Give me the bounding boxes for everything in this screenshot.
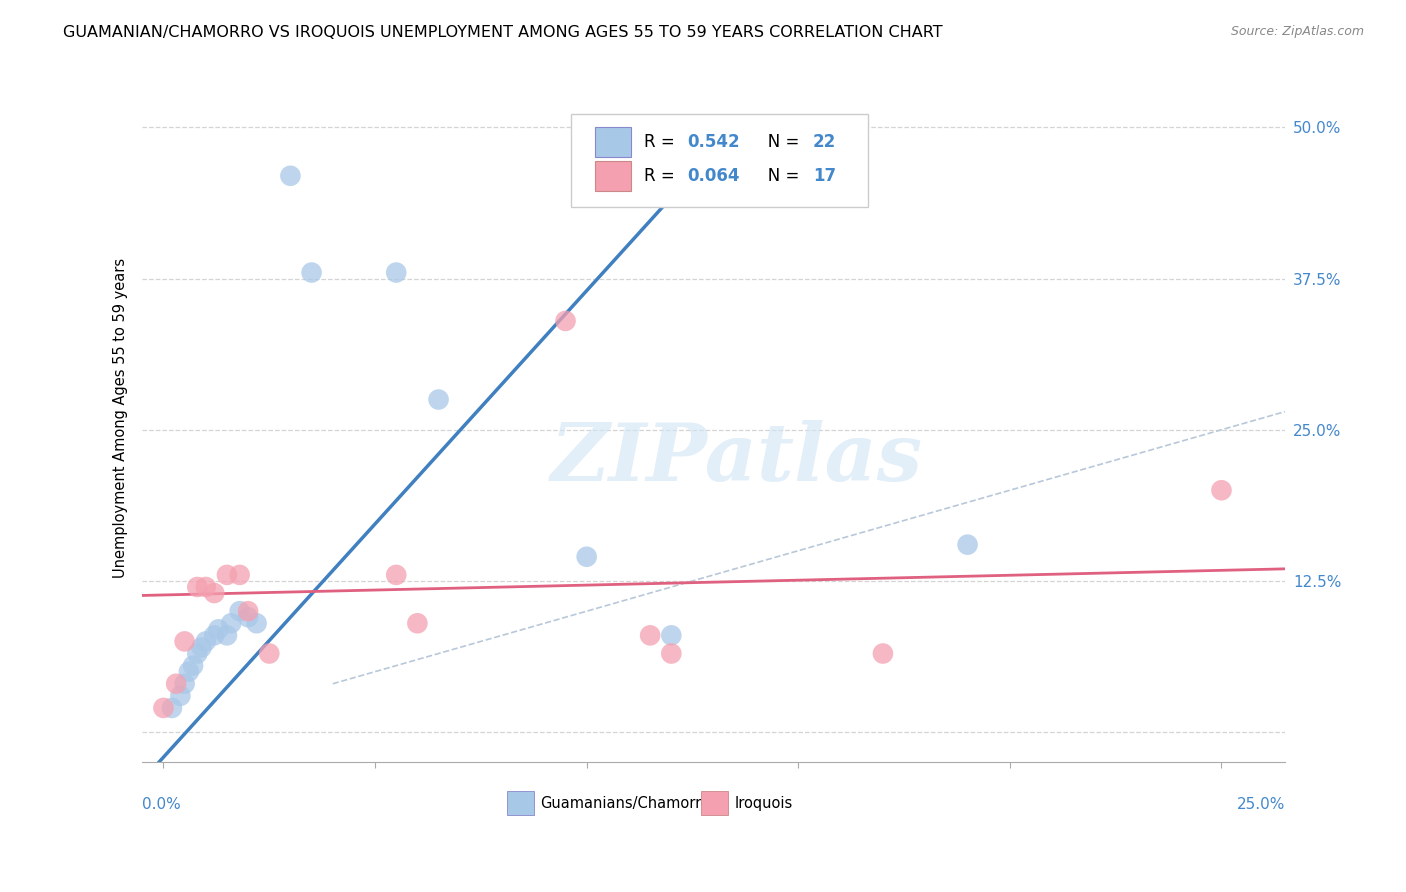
Point: [152, 701, 174, 715]
Text: R =: R =: [644, 133, 681, 151]
Point: [202, 586, 225, 600]
Point: [956, 538, 979, 552]
Text: Source: ZipAtlas.com: Source: ZipAtlas.com: [1230, 25, 1364, 38]
Point: [177, 665, 200, 679]
Point: [228, 604, 250, 618]
Point: [169, 689, 191, 703]
Point: [259, 647, 281, 661]
Point: [228, 568, 250, 582]
Text: 0.064: 0.064: [688, 167, 740, 185]
Point: [160, 701, 183, 715]
Point: [659, 647, 682, 661]
Text: GUAMANIAN/CHAMORRO VS IROQUOIS UNEMPLOYMENT AMONG AGES 55 TO 59 YEARS CORRELATIO: GUAMANIAN/CHAMORRO VS IROQUOIS UNEMPLOYM…: [63, 25, 943, 40]
Point: [173, 634, 195, 648]
Point: [194, 634, 217, 648]
FancyBboxPatch shape: [595, 127, 631, 157]
Point: [181, 658, 204, 673]
Point: [215, 568, 238, 582]
Point: [245, 616, 267, 631]
Point: [427, 392, 450, 407]
Point: [215, 628, 238, 642]
Point: [236, 604, 259, 618]
Text: 22: 22: [813, 133, 837, 151]
Point: [638, 628, 661, 642]
Point: [219, 616, 242, 631]
Point: [236, 610, 259, 624]
Text: ZIPatlas: ZIPatlas: [550, 420, 922, 498]
Point: [1211, 483, 1233, 498]
Text: N =: N =: [752, 133, 806, 151]
FancyBboxPatch shape: [506, 791, 534, 814]
Point: [202, 628, 225, 642]
Point: [301, 266, 323, 280]
Point: [872, 647, 894, 661]
Text: Iroquois: Iroquois: [734, 797, 793, 811]
Point: [186, 580, 208, 594]
FancyBboxPatch shape: [571, 114, 868, 208]
Text: N =: N =: [752, 167, 806, 185]
Point: [385, 568, 408, 582]
Text: 25.0%: 25.0%: [1237, 797, 1285, 812]
Point: [186, 647, 208, 661]
Y-axis label: Unemployment Among Ages 55 to 59 years: Unemployment Among Ages 55 to 59 years: [114, 258, 128, 578]
Point: [165, 677, 187, 691]
Point: [280, 169, 302, 183]
Text: R =: R =: [644, 167, 681, 185]
Text: Guamanians/Chamorros: Guamanians/Chamorros: [540, 797, 717, 811]
Point: [575, 549, 598, 564]
Text: 0.0%: 0.0%: [142, 797, 181, 812]
Text: 0.542: 0.542: [688, 133, 740, 151]
Point: [190, 640, 212, 655]
Point: [207, 623, 229, 637]
FancyBboxPatch shape: [702, 791, 728, 814]
Text: 17: 17: [813, 167, 837, 185]
Point: [406, 616, 429, 631]
Point: [173, 677, 195, 691]
Point: [194, 580, 217, 594]
Point: [385, 266, 408, 280]
Point: [659, 628, 682, 642]
Point: [554, 314, 576, 328]
FancyBboxPatch shape: [595, 161, 631, 191]
